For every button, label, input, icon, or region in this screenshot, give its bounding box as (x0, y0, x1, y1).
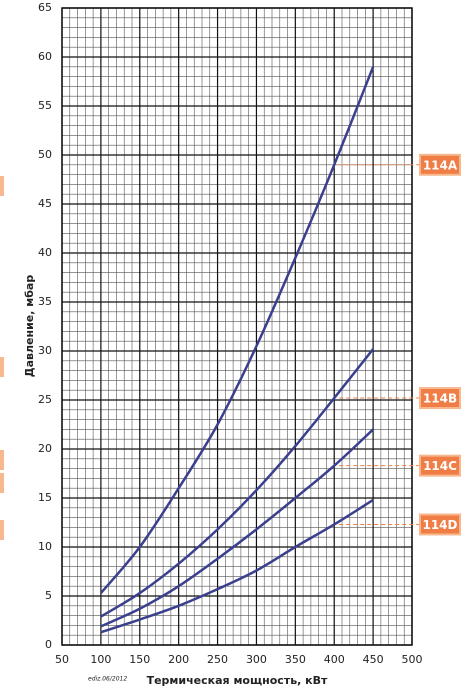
x-tick-label: 450 (363, 653, 384, 666)
y-tick-label: 50 (38, 148, 52, 161)
y-tick-label: 45 (38, 197, 52, 210)
y-tick-label: 15 (38, 491, 52, 504)
y-tick-label: 5 (45, 589, 52, 602)
legend-label: 114B (423, 392, 457, 406)
footnote: ediz.06/2012 (88, 676, 127, 683)
label-box (419, 387, 461, 410)
x-tick-label: 100 (90, 653, 111, 666)
x-tick-label: 250 (207, 653, 228, 666)
curve (100, 428, 374, 628)
x-tick-label: 300 (246, 653, 267, 666)
legend-label: 114D (422, 518, 457, 532)
grid (61, 7, 413, 646)
side-tab (0, 520, 4, 540)
marks: 114A 114B 114C 114D (99, 66, 461, 634)
y-tick-label: 30 (38, 344, 52, 357)
y-tick-label: 20 (38, 442, 52, 455)
plot-frame (61, 7, 413, 646)
label-box (419, 513, 461, 536)
x-tick-label: 200 (168, 653, 189, 666)
y-axis-label: Давление, мбар (23, 275, 36, 378)
x-tick-label: 50 (55, 653, 69, 666)
label-box (419, 153, 461, 176)
y-tick-label: 10 (38, 540, 52, 553)
x-axis-label: Термическая мощность, кВт (147, 674, 328, 687)
y-tick-label: 60 (38, 50, 52, 63)
y-tick-label: 35 (38, 295, 52, 308)
y-tick-label: 55 (38, 99, 52, 112)
side-tab (0, 473, 4, 493)
curve (100, 348, 375, 618)
side-tab (0, 450, 4, 470)
curve (99, 66, 375, 594)
y-tick-label: 25 (38, 393, 52, 406)
label-box (419, 454, 461, 477)
x-tick-label: 350 (285, 653, 306, 666)
x-tick-label: 150 (129, 653, 150, 666)
y-tick-label: 65 (38, 1, 52, 14)
x-tick-label: 500 (402, 653, 423, 666)
curve (100, 498, 374, 634)
legend-label: 114A (423, 158, 458, 172)
side-tab (0, 176, 4, 196)
legend-label: 114C (423, 459, 457, 473)
x-tick-label: 400 (324, 653, 345, 666)
y-tick-label: 0 (45, 638, 52, 651)
side-tab (0, 357, 4, 377)
y-tick-label: 40 (38, 246, 52, 259)
